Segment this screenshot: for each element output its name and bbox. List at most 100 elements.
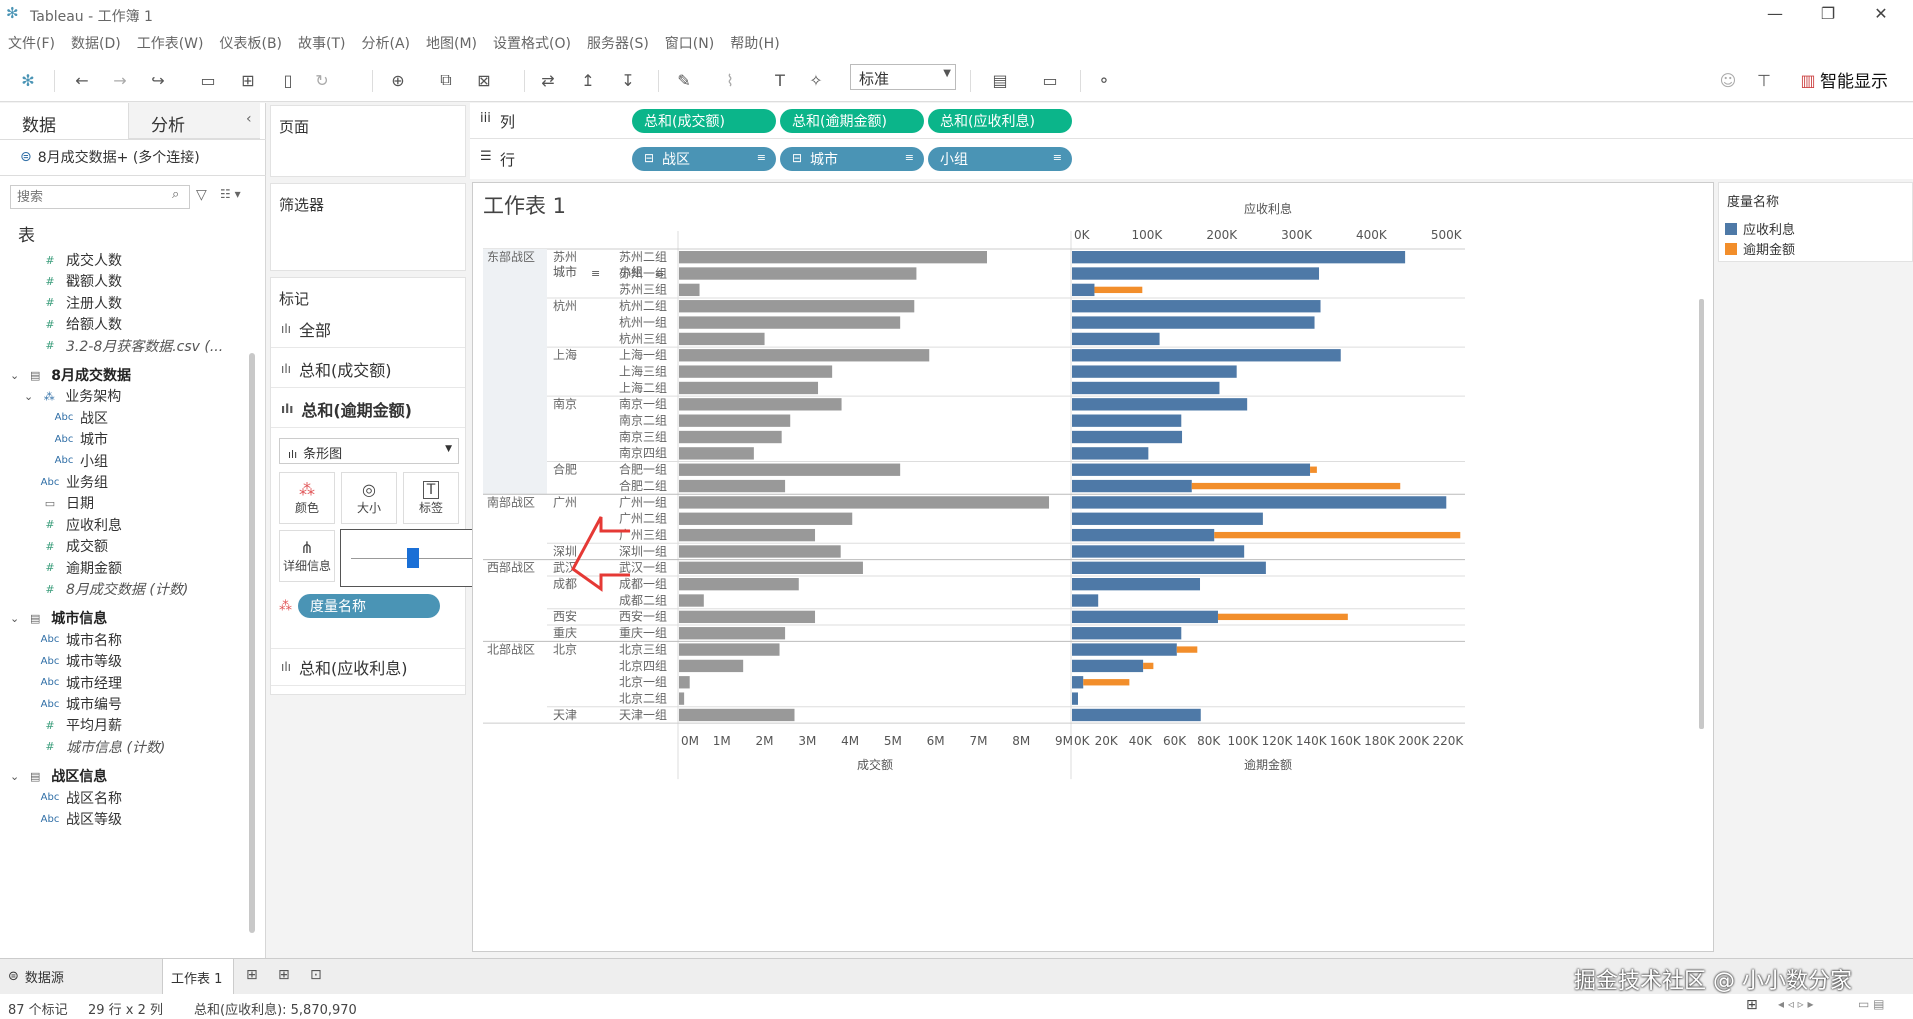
field-item[interactable]: # 注册人数 (0, 290, 122, 316)
show-cards-icon[interactable]: ▤ (992, 70, 1008, 90)
replay-icon[interactable]: ↪ (151, 70, 165, 90)
minimize-icon[interactable]: — (1767, 4, 1783, 23)
marks-deal[interactable]: ılı 总和(成交额) (271, 350, 465, 388)
new-datasource-icon[interactable]: ⊞ (241, 70, 255, 90)
datasource-item[interactable]: ⊜ 8月成交数据+ (多个连接) (20, 147, 200, 167)
share-icon[interactable]: ⚬ (1097, 70, 1111, 90)
search-input[interactable] (10, 185, 190, 209)
refresh-icon[interactable]: ↻ (315, 70, 329, 90)
tab-analysis[interactable]: 分析 (128, 103, 260, 139)
menu-file[interactable]: 文件(F) (8, 36, 55, 52)
list-view-icon[interactable]: ▭ ▤ (1858, 997, 1885, 1011)
columns-pill-interest[interactable]: 总和(应收利息) (928, 109, 1072, 133)
ask-data-icon[interactable]: ☺ (1719, 70, 1737, 90)
legend-item[interactable]: 逾期金额 (1725, 239, 1795, 258)
chevron-down-icon[interactable]: ⌄ (24, 389, 34, 403)
rows-pill-group[interactable]: 小组 ≡ (928, 147, 1072, 171)
field-group[interactable]: ⌄ ▤ 战区信息 (0, 763, 107, 789)
sort-descending-icon[interactable]: ↧ (621, 70, 635, 90)
field-item[interactable]: # 戳额人数 (0, 268, 122, 294)
detail-button[interactable]: ⋔ 详细信息 (279, 530, 335, 582)
columns-pill-overdue[interactable]: 总和(逾期金额) (780, 109, 924, 133)
label-button[interactable]: T 标签 (403, 472, 459, 524)
field-item[interactable]: Abc 业务组 (0, 469, 108, 495)
field-item[interactable]: Abc 战区名称 (0, 785, 122, 811)
pause-updates-icon[interactable]: ▯ (283, 70, 293, 90)
new-worksheet-icon[interactable]: ⊕ (391, 70, 405, 90)
menu-worksheet[interactable]: 工作表(W) (136, 36, 204, 52)
new-worksheet-icon[interactable]: ⊞ (246, 967, 258, 983)
field-group[interactable]: ⌄ ▤ 8月成交数据 (0, 362, 131, 388)
field-item[interactable]: # 成交人数 (0, 247, 122, 273)
sort-ascending-icon[interactable]: ↥ (581, 70, 595, 90)
menu-help[interactable]: 帮助(H) (730, 36, 780, 52)
redo-icon[interactable]: → (113, 70, 127, 90)
group-icon[interactable]: ⌇ (726, 70, 734, 90)
field-item[interactable]: Abc 城市编号 (0, 691, 122, 717)
size-slider-handle[interactable] (407, 548, 419, 568)
undo-icon[interactable]: ← (75, 70, 89, 90)
size-button[interactable]: ◎ 大小 (341, 472, 397, 524)
pages-card[interactable]: 页面 (270, 105, 466, 177)
marks-interest[interactable]: ılı 总和(应收利息) (271, 648, 465, 686)
field-item[interactable]: # 给额人数 (0, 311, 122, 337)
sheet-tab[interactable]: 工作表 1 (162, 959, 234, 995)
measure-names-pill[interactable]: 度量名称 (298, 594, 440, 618)
presentation-icon[interactable]: ▭ (1042, 70, 1058, 90)
chevron-down-icon[interactable]: ⌄ (10, 368, 20, 382)
show-labels-icon[interactable]: T (775, 70, 785, 90)
filter-icon[interactable]: ▽ (196, 187, 207, 203)
field-item[interactable]: # 城市信息 (计数) (0, 734, 165, 760)
field-item[interactable]: Abc 战区等级 (0, 806, 122, 832)
field-item[interactable]: Abc 城市 (0, 426, 108, 452)
clear-sheet-icon[interactable]: ⊠ (477, 70, 491, 90)
menu-window[interactable]: 窗口(N) (664, 36, 715, 52)
restore-icon[interactable]: ❐ (1820, 4, 1836, 23)
field-item[interactable]: Abc 城市名称 (0, 627, 122, 653)
marks-overdue[interactable]: ılı 总和(逾期金额) (271, 390, 465, 428)
menu-data[interactable]: 数据(D) (70, 36, 121, 52)
color-pill-row[interactable]: ⁂ 度量名称 (279, 594, 459, 618)
save-icon[interactable]: ▭ (200, 70, 216, 90)
view-options-icon[interactable]: ☷ ▾ (220, 187, 241, 201)
chevron-down-icon[interactable]: ⌄ (10, 769, 20, 783)
highlight-icon[interactable]: ✎ (677, 70, 691, 90)
menu-map[interactable]: 地图(M) (426, 36, 478, 52)
field-item[interactable]: #3.2-8月获客数据.csv (... (0, 333, 223, 359)
rows-pill-city[interactable]: ⊟ 城市 ≡ (780, 147, 924, 171)
field-item[interactable]: ⌄ ⁂ 业务架构 (0, 383, 121, 409)
show-me-icon[interactable]: ▥ (1800, 70, 1816, 90)
close-icon[interactable]: ✕ (1874, 4, 1888, 23)
menu-dashboard[interactable]: 仪表板(B) (219, 36, 283, 52)
field-item[interactable]: # 逾期金额 (0, 555, 122, 581)
new-dashboard-icon[interactable]: ⊞ (278, 967, 290, 983)
field-item[interactable]: # 成交额 (0, 533, 108, 559)
fit-dropdown[interactable]: 标准 ▼ (850, 64, 956, 90)
show-me-button[interactable]: 智能显示 (1820, 72, 1888, 92)
legend-item[interactable]: 应收利息 (1725, 219, 1795, 238)
format-painter-icon[interactable]: ⊤ (1757, 70, 1771, 90)
new-story-icon[interactable]: ⊡ (310, 967, 322, 983)
page-nav-icon[interactable]: ◂ ◃ ▹ ▸ (1778, 997, 1814, 1011)
color-button[interactable]: ⁂ 颜色 (279, 472, 335, 524)
marks-all[interactable]: ılı 全部 (271, 310, 465, 348)
field-item[interactable]: #8月成交数据 (计数) (0, 576, 188, 602)
field-item[interactable]: Abc 城市等级 (0, 648, 122, 674)
menu-format[interactable]: 设置格式(O) (493, 36, 571, 52)
field-item[interactable]: Abc 战区 (0, 405, 108, 431)
field-item[interactable]: # 应收利息 (0, 512, 122, 538)
collapse-pane-icon[interactable]: ‹ (246, 111, 252, 127)
field-item[interactable]: Abc 城市经理 (0, 670, 122, 696)
field-group[interactable]: ⌄ ▤ 城市信息 (0, 605, 107, 631)
duplicate-sheet-icon[interactable]: ⧉ (440, 70, 452, 89)
tableau-home-icon[interactable]: ✻ (21, 70, 35, 90)
field-item[interactable]: # 平均月薪 (0, 712, 122, 738)
field-item[interactable]: ▭ 日期 (0, 490, 94, 516)
filters-card[interactable]: 筛选器 (270, 183, 466, 271)
grid-view-icon[interactable]: ⊞ (1746, 997, 1758, 1013)
pin-icon[interactable]: ✧ (809, 70, 823, 90)
tab-data[interactable]: 数据 (0, 103, 128, 139)
menu-server[interactable]: 服务器(S) (586, 36, 649, 52)
field-list-scrollbar[interactable] (249, 353, 255, 933)
chevron-down-icon[interactable]: ⌄ (10, 611, 20, 625)
